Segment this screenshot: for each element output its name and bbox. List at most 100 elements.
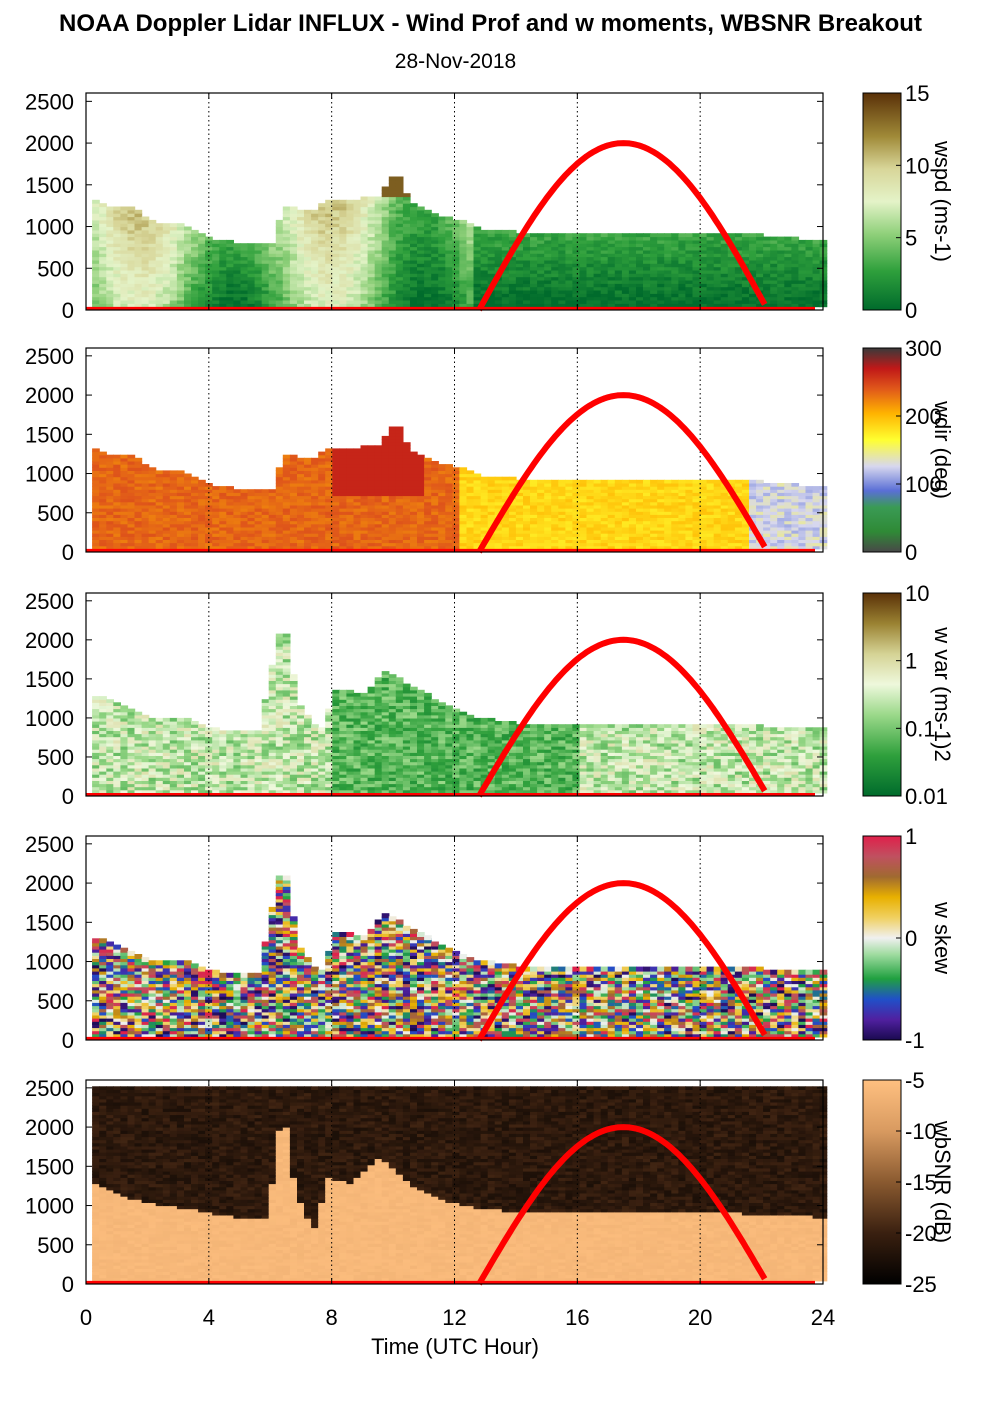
heatmap-cell (410, 236, 418, 241)
heatmap-cell (706, 256, 715, 261)
heatmap-cell (438, 266, 446, 271)
heatmap-cell (537, 236, 545, 241)
heatmap-cell (424, 296, 432, 301)
heatmap-cell (169, 243, 178, 248)
heatmap-cell (424, 476, 432, 481)
heatmap-cell (530, 233, 538, 238)
heatmap-cell (402, 263, 411, 268)
heatmap-cell (410, 266, 418, 271)
heatmap-cell (261, 246, 270, 251)
heatmap-cell (558, 542, 566, 547)
heatmap-cell (325, 266, 333, 271)
heatmap-cell (198, 290, 206, 294)
heatmap-cell (127, 213, 136, 218)
heatmap-cell (318, 542, 326, 547)
heatmap-cell (628, 483, 637, 487)
heatmap-cell (515, 300, 524, 304)
heatmap-cell (741, 492, 750, 497)
heatmap-cell (593, 483, 602, 487)
heatmap-cell (325, 300, 333, 304)
heatmap-cell (176, 296, 185, 301)
heatmap-cell (332, 203, 340, 208)
heatmap-cell (459, 296, 468, 301)
heatmap-cell (198, 239, 206, 244)
heatmap-cell (487, 273, 496, 278)
heatmap-cell (99, 280, 107, 284)
heatmap-cell (304, 303, 312, 308)
heatmap-cell (268, 296, 277, 301)
heatmap-cell (572, 479, 581, 484)
heatmap-cell (424, 246, 432, 251)
heatmap-cell (92, 259, 100, 264)
heatmap-cell (261, 290, 270, 294)
heatmap-cell (438, 542, 446, 547)
heatmap-cell (205, 300, 213, 304)
heatmap-cell (657, 233, 665, 238)
heatmap-cell (240, 273, 249, 278)
heatmap-cell (289, 300, 298, 304)
heatmap-cell (431, 303, 439, 308)
heatmap-cell (261, 283, 270, 288)
heatmap-cell (127, 259, 136, 264)
heatmap-cell (494, 259, 503, 264)
heatmap-cell (551, 517, 559, 522)
heatmap-cell (339, 492, 347, 497)
heatmap-cell (388, 196, 397, 201)
heatmap-cell (600, 533, 609, 537)
heatmap-cell (699, 517, 708, 522)
heatmap-cell (289, 476, 298, 481)
heatmap-cell (749, 246, 757, 251)
heatmap-cell (367, 216, 376, 221)
heatmap-cell (473, 293, 482, 298)
heatmap-cell (452, 280, 461, 284)
heatmap-cell (452, 236, 461, 241)
heatmap-cell (551, 236, 559, 241)
heatmap-cell (558, 256, 566, 261)
heatmap-cell (770, 290, 778, 294)
heatmap-cell (374, 296, 383, 301)
heatmap-cell (720, 300, 729, 304)
heatmap-cell (92, 451, 100, 456)
heatmap-cell (381, 280, 390, 284)
heatmap-cell (381, 243, 390, 248)
heatmap-cell (671, 501, 679, 506)
heatmap-cell (219, 542, 227, 547)
heatmap-cell (459, 523, 468, 528)
heatmap-cell (452, 300, 461, 304)
heatmap-cell (402, 269, 411, 274)
heatmap-cell (212, 259, 220, 264)
heatmap-cell (134, 286, 143, 291)
heatmap-cell (148, 523, 157, 528)
heatmap-cell (537, 483, 545, 487)
heatmap-cell (685, 533, 694, 537)
heatmap-cell (169, 246, 178, 251)
heatmap-cell (586, 300, 595, 304)
heatmap-cell (402, 243, 411, 248)
heatmap-cell (226, 523, 234, 528)
heatmap-cell (706, 508, 715, 512)
heatmap-cell (325, 286, 333, 291)
heatmap-cell (113, 206, 121, 211)
heatmap-cell (424, 263, 432, 268)
heatmap-cell (699, 246, 708, 251)
heatmap-cell (289, 303, 298, 308)
heatmap-cell (127, 229, 136, 234)
heatmap-cell (247, 492, 256, 497)
heatmap-cell (410, 296, 418, 301)
heatmap-cell (318, 276, 326, 281)
heatmap-cell (607, 542, 616, 547)
heatmap-cell (643, 523, 651, 528)
heatmap-cell (275, 280, 284, 284)
heatmap-cell (360, 263, 369, 268)
heatmap-cell (459, 290, 468, 294)
heatmap-cell (374, 508, 383, 512)
heatmap-cell (607, 517, 616, 522)
heatmap-cell (466, 233, 475, 238)
heatmap-cell (417, 223, 425, 228)
heatmap-cell (424, 501, 432, 506)
heatmap-cell (417, 206, 425, 211)
heatmap-cell (106, 276, 114, 281)
heatmap-cell (113, 542, 121, 547)
heatmap-cell (621, 290, 630, 294)
heatmap-cell (226, 243, 234, 248)
